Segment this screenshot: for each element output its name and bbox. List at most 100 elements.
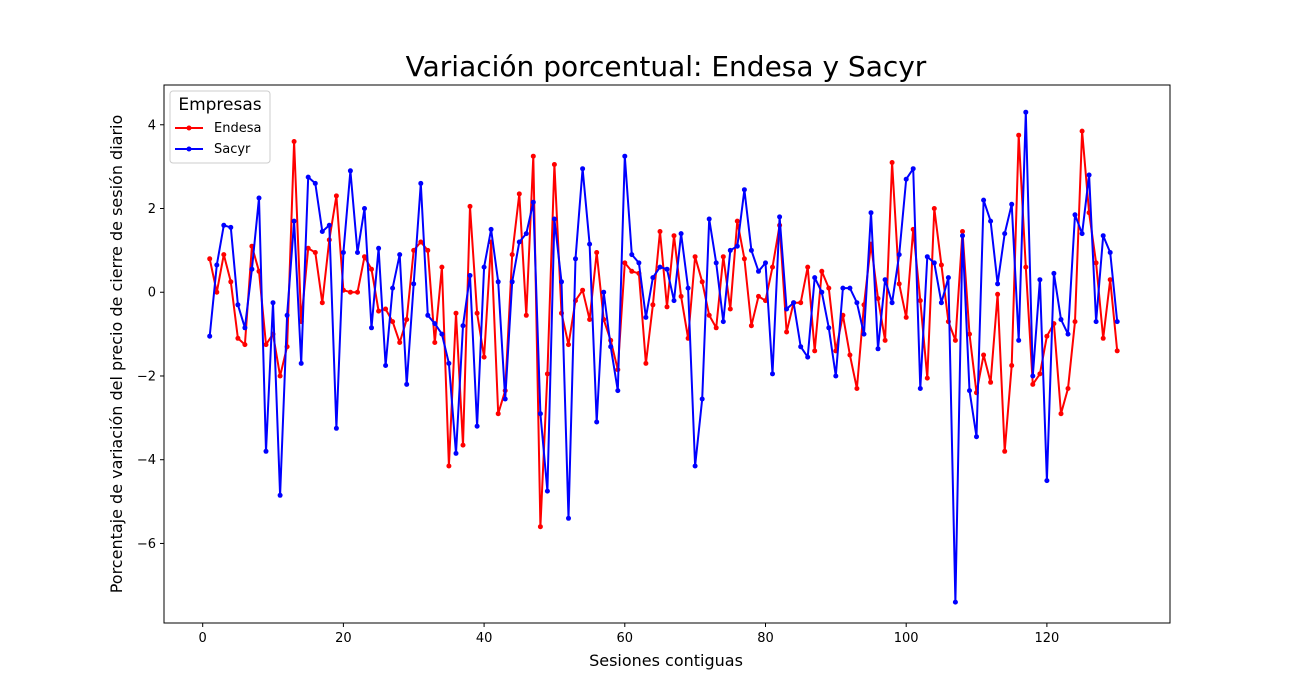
data-point-sacyr — [432, 321, 438, 327]
data-point-sacyr — [439, 331, 445, 337]
data-point-sacyr — [502, 396, 508, 402]
data-point-sacyr — [516, 239, 522, 245]
data-point-endesa — [460, 442, 466, 448]
data-point-endesa — [1079, 128, 1085, 134]
data-point-endesa — [629, 268, 635, 274]
legend-box — [169, 90, 271, 164]
data-point-sacyr — [1093, 319, 1099, 325]
x-tick-label: 0 — [199, 631, 207, 646]
data-point-sacyr — [945, 275, 951, 281]
data-point-sacyr — [840, 285, 846, 291]
data-point-sacyr — [1002, 231, 1008, 237]
data-point-endesa — [1044, 333, 1050, 339]
data-point-sacyr — [221, 222, 227, 228]
plot-area — [207, 109, 1120, 605]
data-point-sacyr — [1044, 478, 1050, 484]
data-point-endesa — [291, 139, 297, 144]
data-point-endesa — [826, 285, 832, 291]
data-point-endesa — [383, 306, 389, 312]
data-point-sacyr — [974, 434, 979, 440]
data-point-endesa — [720, 254, 726, 260]
plot-frame — [163, 84, 1171, 624]
y-tick-label: −4 — [137, 453, 156, 468]
data-point-sacyr — [629, 252, 635, 258]
data-point-sacyr — [988, 218, 994, 224]
data-point-endesa — [305, 245, 311, 251]
data-point-sacyr — [657, 264, 663, 270]
data-point-endesa — [988, 379, 994, 385]
data-point-endesa — [1002, 448, 1008, 454]
data-point-sacyr — [699, 396, 705, 402]
series-points-sacyr — [207, 109, 1120, 605]
data-point-sacyr — [481, 264, 487, 270]
data-point-sacyr — [446, 360, 452, 366]
data-point-sacyr — [734, 243, 740, 249]
data-point-endesa — [805, 264, 811, 270]
data-point-endesa — [819, 268, 825, 274]
data-point-sacyr — [207, 333, 213, 339]
data-point-sacyr — [460, 323, 466, 329]
data-point-sacyr — [340, 250, 346, 255]
data-point-sacyr — [333, 425, 339, 431]
x-tick-label: 100 — [894, 631, 919, 646]
data-point-sacyr — [931, 260, 937, 266]
data-point-sacyr — [833, 373, 839, 379]
data-point-endesa — [362, 254, 367, 260]
data-point-endesa — [516, 191, 522, 197]
data-point-endesa — [1065, 386, 1071, 391]
data-point-sacyr — [727, 247, 733, 253]
data-point-sacyr — [312, 180, 318, 186]
data-point-endesa — [784, 329, 790, 335]
data-point-sacyr — [1072, 212, 1078, 218]
data-point-sacyr — [910, 166, 916, 172]
data-point-sacyr — [685, 285, 691, 291]
data-point-sacyr — [903, 176, 909, 182]
data-point-sacyr — [798, 344, 804, 350]
legend-label-endesa: Endesa — [214, 121, 261, 136]
data-point-endesa — [622, 260, 628, 266]
data-point-sacyr — [861, 331, 867, 337]
data-point-endesa — [235, 335, 241, 341]
legend: Empresas Endesa Sacyr — [169, 90, 271, 164]
data-point-sacyr — [347, 168, 353, 174]
data-point-endesa — [1023, 264, 1029, 270]
data-point-sacyr — [1058, 317, 1064, 322]
data-point-endesa — [882, 337, 888, 343]
data-point-endesa — [537, 524, 543, 530]
data-point-endesa — [207, 256, 213, 262]
data-point-sacyr — [896, 252, 902, 258]
data-point-endesa — [770, 264, 775, 270]
data-point-sacyr — [812, 275, 818, 281]
data-point-sacyr — [1037, 277, 1043, 283]
data-point-sacyr — [924, 254, 930, 260]
data-point-sacyr — [397, 252, 403, 258]
data-point-sacyr — [530, 199, 536, 205]
data-point-endesa — [312, 250, 318, 255]
data-point-sacyr — [706, 216, 712, 222]
data-point-sacyr — [770, 371, 775, 377]
data-point-sacyr — [952, 599, 958, 605]
y-axis: −6 −4 −2 0 2 4 — [137, 118, 164, 552]
data-point-endesa — [467, 203, 473, 209]
data-point-endesa — [509, 252, 515, 258]
data-point-sacyr — [404, 381, 410, 387]
data-point-endesa — [917, 298, 923, 304]
data-point-endesa — [214, 289, 220, 295]
data-point-sacyr — [756, 268, 761, 274]
legend-marker-sacyr — [186, 146, 192, 152]
data-point-endesa — [1100, 335, 1106, 341]
data-point-sacyr — [235, 302, 241, 308]
y-tick-label: −2 — [137, 369, 156, 384]
data-point-sacyr — [305, 174, 311, 180]
data-point-sacyr — [270, 300, 276, 306]
data-point-sacyr — [537, 411, 543, 417]
data-point-endesa — [439, 264, 445, 270]
data-point-endesa — [692, 254, 698, 260]
data-point-sacyr — [889, 300, 895, 306]
data-point-endesa — [924, 375, 930, 381]
data-point-sacyr — [326, 222, 332, 228]
data-point-endesa — [1058, 411, 1064, 417]
data-point-endesa — [748, 323, 754, 329]
data-point-sacyr — [671, 298, 677, 304]
legend-marker-endesa — [186, 125, 192, 131]
